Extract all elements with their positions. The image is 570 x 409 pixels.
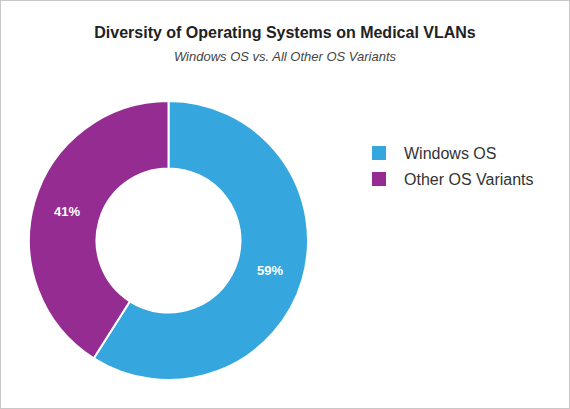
title: Diversity of Operating Systems on Medica… <box>94 24 476 41</box>
page: {"chart_data": {"type": "donut", "title"… <box>0 0 570 409</box>
legend-label: Other OS Variants <box>404 171 534 188</box>
frame <box>1 1 570 409</box>
slice <box>29 101 169 358</box>
legend: Windows OS Other OS Variants <box>372 145 534 188</box>
legend-swatch <box>372 146 386 160</box>
slices <box>29 101 308 380</box>
data-label: 41% <box>54 204 80 219</box>
chart-svg: Diversity of Operating Systems on Medica… <box>0 0 570 409</box>
data-labels: 59% 41% <box>54 204 284 278</box>
legend-swatch <box>372 172 386 186</box>
legend-label: Windows OS <box>404 145 496 162</box>
subtitle: Windows OS vs. All Other OS Variants <box>174 49 397 64</box>
chart-container: Diversity of Operating Systems on Medica… <box>0 0 570 409</box>
data-label: 59% <box>257 263 283 278</box>
